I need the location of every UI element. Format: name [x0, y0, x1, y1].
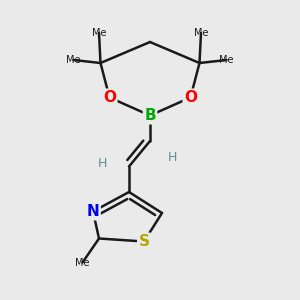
- Text: H: H: [168, 151, 177, 164]
- Text: O: O: [184, 90, 197, 105]
- Text: B: B: [144, 108, 156, 123]
- Text: S: S: [139, 234, 149, 249]
- Text: O: O: [103, 90, 116, 105]
- Text: Me: Me: [66, 55, 81, 65]
- Text: N: N: [87, 204, 99, 219]
- Text: H: H: [97, 157, 107, 170]
- Text: Me: Me: [219, 55, 234, 65]
- Text: Me: Me: [92, 28, 106, 38]
- Text: Me: Me: [75, 257, 90, 268]
- Text: Me: Me: [194, 28, 208, 38]
